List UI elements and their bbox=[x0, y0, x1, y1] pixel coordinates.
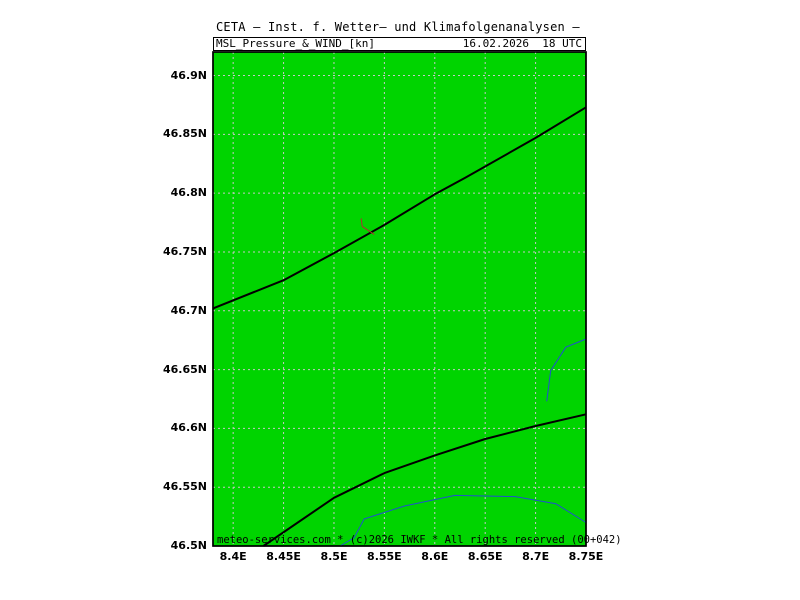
water-features bbox=[339, 338, 587, 547]
valid-time-label: 16.02.2026 18 UTC bbox=[462, 37, 582, 50]
river-line bbox=[339, 494, 587, 547]
parameter-label: MSL_Pressure_&_WIND_[kn] bbox=[216, 37, 375, 50]
land-area bbox=[212, 51, 587, 547]
lat-tick-label: 46.6N bbox=[170, 421, 207, 435]
lat-tick-label: 46.8N bbox=[170, 186, 207, 200]
lat-tick-label: 46.75N bbox=[163, 244, 207, 258]
lat-tick-label: 46.55N bbox=[163, 480, 207, 494]
copyright-footer: meteo-services.com * (c)2026 IWKF * All … bbox=[217, 534, 622, 546]
wind-barb bbox=[360, 218, 375, 235]
lon-tick-label: 8.4E bbox=[219, 550, 247, 563]
lon-tick-label: 8.7E bbox=[522, 550, 550, 563]
lon-tick-label: 8.6E bbox=[421, 550, 449, 563]
lon-tick-label: 8.65E bbox=[467, 550, 503, 563]
river-line bbox=[546, 338, 587, 402]
agency-title: CETA — Inst. f. Wetter— und Klimafolgena… bbox=[216, 20, 580, 34]
grid-lines bbox=[213, 52, 586, 546]
lat-tick-label: 46.5N bbox=[170, 539, 207, 552]
lat-tick-label: 46.7N bbox=[170, 303, 207, 317]
lat-tick-label: 46.9N bbox=[170, 68, 207, 82]
wind-barbs bbox=[360, 218, 375, 235]
lat-tick-label: 46.85N bbox=[163, 127, 207, 141]
isobars bbox=[212, 106, 587, 547]
lon-tick-label: 8.5E bbox=[320, 550, 348, 563]
header-info-box: MSL_Pressure_&_WIND_[kn] 16.02.2026 18 U… bbox=[213, 37, 586, 51]
lon-tick-label: 8.75E bbox=[568, 550, 604, 563]
isobar-line bbox=[212, 106, 587, 310]
isobar-line bbox=[262, 413, 587, 547]
lon-tick-label: 8.55E bbox=[367, 550, 402, 563]
lat-tick-label: 46.65N bbox=[163, 362, 207, 376]
map-frame bbox=[212, 51, 587, 547]
lon-tick-label: 8.45E bbox=[266, 550, 301, 563]
